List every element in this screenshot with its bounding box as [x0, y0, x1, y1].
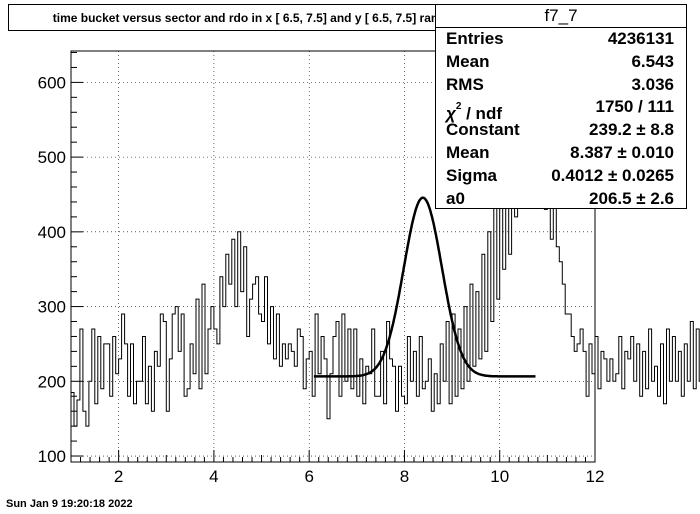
chi-symbol: χ	[446, 104, 456, 124]
stat-sigma: Sigma 0.4012 ± 0.0265	[436, 165, 686, 188]
fit-curve	[313, 196, 536, 378]
ndf-label: / ndf	[461, 104, 502, 124]
stat-a0: a0 206.5 ± 2.6	[436, 188, 686, 211]
chi-superscript: 2	[455, 101, 462, 113]
stat-label: a0	[446, 188, 465, 208]
x-tick-label: 2	[114, 467, 123, 486]
timestamp: Sun Jan 9 19:20:18 2022	[6, 498, 133, 510]
axes: 2 4 6 8 10 12 100 200 300 400 500 600	[38, 51, 605, 486]
stat-label: Mean	[446, 51, 490, 71]
stat-label: Constant	[446, 120, 520, 140]
histogram-outline	[70, 74, 700, 462]
x-tick-label: 10	[490, 467, 509, 486]
y-tick-label: 400	[38, 223, 66, 242]
stat-entries: Entries 4236131	[436, 28, 686, 51]
x-tick-label: 12	[586, 467, 605, 486]
stat-value: 6.543	[631, 51, 674, 71]
x-tick-label: 8	[400, 467, 409, 486]
stat-constant: Constant 239.2 ± 8.8	[436, 119, 686, 142]
y-tick-label: 300	[38, 298, 66, 317]
stat-value: 8.387 ± 0.010	[570, 142, 674, 162]
histogram-bars	[70, 74, 700, 462]
y-tick-label: 600	[38, 73, 66, 92]
stat-value: 3.036	[631, 74, 674, 94]
stat-value: 1750 / 111	[595, 97, 674, 117]
stat-mean: Mean 6.543	[436, 51, 686, 74]
stat-label: Sigma	[446, 165, 498, 185]
stat-value: 4236131	[607, 29, 674, 48]
stat-label: Entries	[446, 29, 504, 48]
stat-label: Mean	[446, 142, 490, 162]
x-tick-label: 4	[209, 467, 218, 486]
stats-name: f7_7	[436, 5, 686, 28]
chart-title: time bucket versus sector and rdo in x […	[8, 4, 497, 31]
stats-box: f7_7 Entries 4236131 Mean 6.543 RMS 3.03…	[435, 4, 687, 209]
stat-value: 0.4012 ± 0.0265	[551, 165, 674, 185]
stat-rms: RMS 3.036	[436, 74, 686, 97]
y-tick-label: 200	[38, 372, 66, 391]
stat-label: RMS	[446, 74, 484, 94]
stat-fit-mean: Mean 8.387 ± 0.010	[436, 142, 686, 165]
stat-chi2: χ2 / ndf 1750 / 111	[436, 96, 686, 123]
stat-value: 206.5 ± 2.6	[589, 188, 674, 208]
y-tick-label: 500	[38, 148, 66, 167]
y-tick-label: 100	[38, 447, 66, 466]
stat-label: χ2 / ndf	[446, 96, 502, 123]
x-tick-label: 6	[304, 467, 313, 486]
stat-value: 239.2 ± 8.8	[589, 120, 674, 140]
